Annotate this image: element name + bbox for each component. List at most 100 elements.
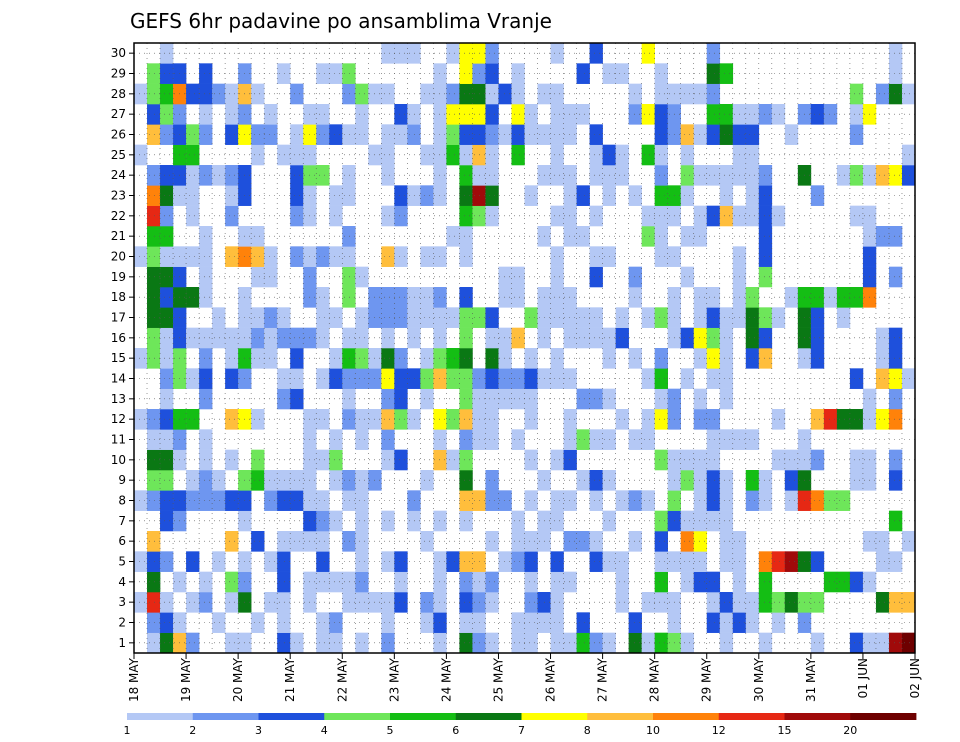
heatmap-cell bbox=[160, 612, 174, 633]
heatmap-cell bbox=[524, 409, 538, 430]
heatmap-cell bbox=[134, 348, 148, 369]
y-tick-label: 6 bbox=[118, 534, 126, 548]
heatmap-cell bbox=[199, 226, 213, 247]
x-tick-label: 23 MAY bbox=[387, 657, 401, 702]
heatmap-cell bbox=[160, 307, 174, 328]
heatmap-cell bbox=[511, 429, 525, 450]
heatmap-cell bbox=[381, 632, 395, 654]
heatmap-cell bbox=[381, 287, 395, 308]
heatmap-cell bbox=[355, 327, 369, 349]
heatmap-cell bbox=[316, 551, 330, 572]
legend-color-swatch bbox=[718, 713, 785, 720]
heatmap-cell bbox=[459, 104, 473, 125]
x-tick-label: 01 JUN bbox=[856, 658, 870, 698]
heatmap-cell bbox=[589, 531, 603, 552]
heatmap-cell bbox=[160, 185, 174, 206]
heatmap-cell bbox=[706, 307, 721, 328]
y-tick-label: 1 bbox=[118, 636, 126, 650]
heatmap-cell bbox=[355, 104, 369, 125]
heatmap-cell bbox=[563, 368, 577, 389]
heatmap-cell bbox=[693, 348, 708, 369]
heatmap-cell bbox=[290, 470, 304, 491]
heatmap-cell bbox=[589, 266, 603, 288]
heatmap-cell bbox=[342, 327, 356, 349]
heatmap-cell bbox=[160, 226, 174, 247]
heatmap-cell bbox=[290, 368, 304, 389]
heatmap-cell bbox=[680, 83, 695, 105]
heatmap-cell bbox=[160, 348, 174, 369]
heatmap-cell bbox=[264, 592, 278, 613]
heatmap-cell bbox=[563, 571, 577, 593]
y-tick-label: 24 bbox=[111, 168, 126, 182]
heatmap-cell bbox=[277, 307, 291, 328]
y-tick-label: 12 bbox=[111, 412, 126, 426]
heatmap-cell bbox=[225, 632, 239, 654]
heatmap-cell bbox=[680, 368, 695, 389]
heatmap-cell bbox=[758, 592, 773, 613]
heatmap-cell bbox=[875, 531, 890, 552]
y-tick-label: 17 bbox=[111, 311, 126, 325]
heatmap-cell bbox=[823, 287, 838, 308]
heatmap-cell bbox=[459, 490, 473, 511]
heatmap-cell bbox=[654, 551, 668, 572]
heatmap-cell bbox=[329, 368, 343, 389]
heatmap-cell bbox=[485, 63, 499, 84]
heatmap-cell bbox=[446, 449, 460, 471]
color-legend: 1 2 3 4 5 6 7 8 10 12 15 20 bbox=[124, 713, 917, 737]
heatmap-cell bbox=[875, 592, 890, 613]
heatmap-cell bbox=[719, 429, 734, 450]
heatmap-cell bbox=[420, 592, 434, 613]
heatmap-cell bbox=[706, 429, 721, 450]
heatmap-cell bbox=[433, 327, 447, 349]
heatmap-cell bbox=[641, 490, 655, 511]
heatmap-cell bbox=[381, 307, 395, 328]
heatmap-cell bbox=[810, 551, 825, 572]
heatmap-cell bbox=[576, 63, 590, 84]
heatmap-cell bbox=[225, 246, 239, 267]
heatmap-cell bbox=[849, 470, 864, 491]
heatmap-cell bbox=[771, 104, 786, 125]
heatmap-cell bbox=[654, 388, 668, 410]
heatmap-cell bbox=[758, 205, 773, 227]
heatmap-cell bbox=[186, 246, 200, 267]
heatmap-cell bbox=[433, 592, 447, 613]
heatmap-cell bbox=[264, 470, 278, 491]
heatmap-cell bbox=[160, 124, 174, 145]
y-tick-label: 30 bbox=[111, 46, 126, 60]
heatmap-cell bbox=[654, 632, 668, 654]
heatmap-cell bbox=[693, 449, 708, 471]
heatmap-cell bbox=[433, 409, 447, 430]
legend-level-label: 7 bbox=[518, 724, 525, 737]
heatmap-cell bbox=[186, 551, 200, 572]
y-tick-label: 26 bbox=[111, 128, 126, 142]
heatmap-cell bbox=[290, 185, 304, 206]
heatmap-cell bbox=[654, 571, 668, 593]
heatmap-cell bbox=[134, 246, 148, 267]
heatmap-cell bbox=[485, 165, 499, 186]
heatmap-cell bbox=[576, 429, 590, 450]
heatmap-cell bbox=[823, 409, 838, 430]
y-tick-label: 4 bbox=[118, 575, 126, 589]
heatmap-cell bbox=[628, 531, 642, 552]
heatmap-cell bbox=[745, 124, 760, 145]
heatmap-cell bbox=[212, 490, 226, 511]
heatmap-cell bbox=[342, 63, 356, 84]
heatmap-cell bbox=[225, 368, 239, 389]
heatmap-cell bbox=[615, 409, 629, 430]
y-tick-label: 5 bbox=[118, 555, 126, 569]
heatmap-cell bbox=[524, 348, 538, 369]
y-tick-label: 14 bbox=[111, 372, 126, 386]
heatmap-cell bbox=[381, 510, 395, 532]
heatmap-cell bbox=[693, 490, 708, 511]
heatmap-cell bbox=[277, 368, 291, 389]
heatmap-cell bbox=[849, 104, 864, 125]
heatmap-cell bbox=[186, 185, 200, 206]
heatmap-cell bbox=[199, 287, 213, 308]
heatmap-cell bbox=[628, 266, 642, 288]
heatmap-cell bbox=[784, 449, 799, 471]
heatmap-cell bbox=[680, 185, 695, 206]
y-tick-label: 27 bbox=[111, 107, 126, 121]
legend-level-label: 1 bbox=[124, 724, 131, 737]
heatmap-cell bbox=[810, 632, 825, 654]
dotted-grid bbox=[134, 43, 915, 653]
